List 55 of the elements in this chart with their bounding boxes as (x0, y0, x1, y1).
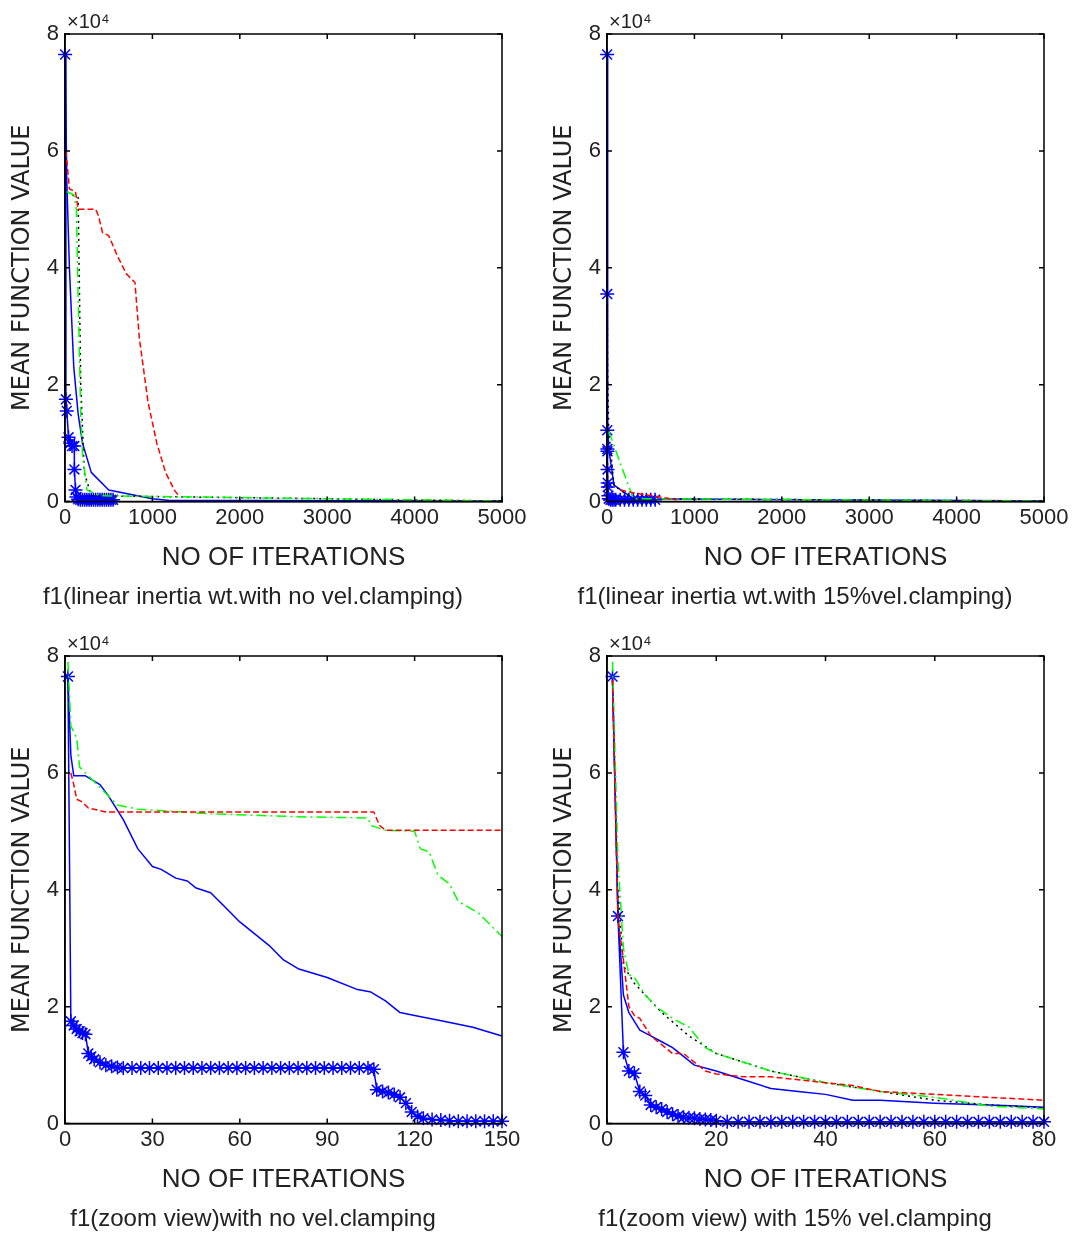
x-tick-label: 120 (396, 1125, 433, 1151)
y-tick-label: 8 (46, 642, 60, 668)
x-tick-label: 2000 (757, 503, 807, 529)
x-axis-title: NO OF ITERATIONS (161, 540, 406, 571)
x-tick-label: 30 (140, 1125, 165, 1151)
x-tick-label: 60 (922, 1125, 947, 1151)
y-tick-label: 2 (46, 370, 60, 396)
y-tick-label: 6 (46, 136, 60, 162)
x-tick-label: 80 (1031, 1125, 1057, 1151)
x-tick-label: 3000 (844, 503, 894, 529)
y-tick-label: 8 (588, 20, 602, 46)
x-tick-label: 40 (813, 1125, 838, 1151)
y-tick-label: 2 (588, 370, 602, 396)
text: f1(linear inertia wt.with 15%vel.clamping) (577, 582, 1013, 610)
y-axis-title: MEAN FUNCTION VALUE (6, 746, 35, 1033)
y-tick-label: 2 (588, 992, 602, 1018)
x-axis-title: NO OF ITERATIONS (703, 1162, 948, 1193)
y-tick-label: 4 (46, 875, 60, 901)
y-tick-label: 2 (46, 992, 60, 1018)
x-tick-label: 90 (314, 1125, 340, 1151)
y-tick-label: 6 (46, 758, 60, 784)
x-axis-title: NO OF ITERATIONS (161, 1162, 406, 1193)
y-axis-title: MEAN FUNCTION VALUE (6, 124, 35, 411)
y-tick-label: 6 (588, 758, 602, 784)
text: f1(zoom view) with 15% vel.clamping (598, 1204, 992, 1232)
text: f1(linear inertia wt.with no vel.clamping) (42, 582, 464, 610)
y-axis-title: MEAN FUNCTION VALUE (548, 746, 577, 1033)
y-tick-label: 8 (46, 20, 60, 46)
text: ×10⁴ (609, 631, 652, 654)
x-tick-label: 150 (483, 1125, 521, 1151)
x-tick-label: 1000 (127, 503, 177, 529)
x-tick-label: 60 (227, 1125, 253, 1151)
y-tick-label: 0 (46, 487, 60, 513)
y-tick-label: 4 (588, 253, 602, 279)
x-tick-label: 3000 (302, 503, 352, 529)
y-tick-label: 4 (588, 875, 602, 901)
text: ×10⁴ (67, 9, 110, 32)
y-tick-label: 6 (588, 136, 602, 162)
x-tick-label: 5000 (1019, 503, 1069, 529)
text: ×10⁴ (609, 9, 652, 32)
y-tick-label: 0 (588, 487, 602, 513)
y-tick-label: 0 (46, 1109, 60, 1135)
y-tick-label: 0 (588, 1109, 602, 1135)
x-tick-label: 2000 (215, 503, 265, 529)
x-tick-label: 1000 (669, 503, 719, 529)
text: f1(zoom view)with no vel.clamping (70, 1204, 436, 1232)
x-axis-title: NO OF ITERATIONS (703, 540, 948, 571)
y-axis-title: MEAN FUNCTION VALUE (548, 124, 577, 411)
x-tick-label: 4000 (932, 503, 982, 529)
y-tick-label: 8 (588, 642, 602, 668)
y-tick-label: 4 (46, 253, 60, 279)
x-tick-label: 5000 (477, 503, 527, 529)
text: ×10⁴ (67, 631, 110, 654)
x-tick-label: 20 (704, 1125, 729, 1151)
x-tick-label: 4000 (390, 503, 440, 529)
